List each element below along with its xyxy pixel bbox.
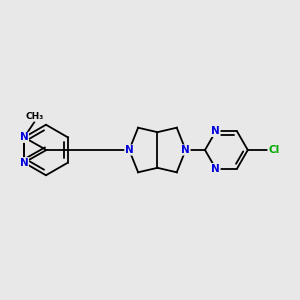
Text: CH₃: CH₃ [26, 112, 44, 121]
Text: N: N [20, 158, 28, 168]
Text: N: N [181, 145, 190, 155]
Text: N: N [211, 164, 220, 173]
Text: N: N [211, 127, 220, 136]
Text: N: N [125, 145, 134, 155]
Text: Cl: Cl [268, 145, 279, 155]
Text: N: N [20, 132, 28, 142]
